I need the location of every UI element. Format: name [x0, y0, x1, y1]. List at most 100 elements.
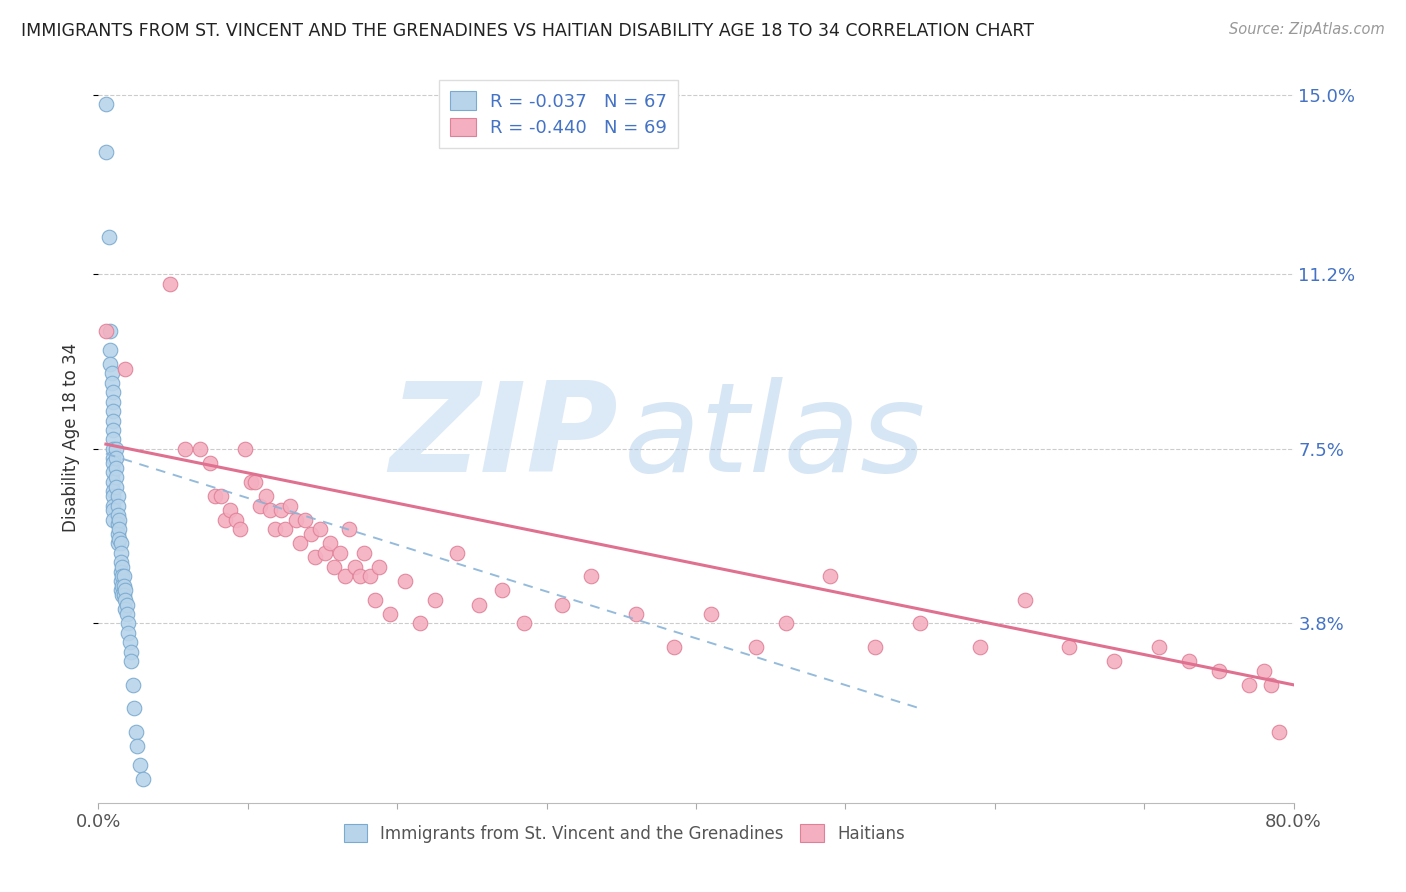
Point: [581, 569, 603, 583]
Point: [117, 616, 139, 631]
Point: [107, 526, 129, 541]
Point: [820, 569, 842, 583]
Point: [245, 475, 267, 489]
Text: Source: ZipAtlas.com: Source: ZipAtlas.com: [1229, 22, 1385, 37]
Point: [103, 451, 125, 466]
Point: [259, 503, 281, 517]
Point: [423, 593, 446, 607]
Point: [378, 607, 401, 621]
Point: [344, 559, 367, 574]
Point: [98, 343, 122, 357]
Point: [315, 546, 337, 560]
Point: [105, 480, 128, 494]
Point: [468, 598, 491, 612]
Point: [865, 640, 887, 654]
Point: [94, 145, 117, 159]
Point: [103, 385, 125, 400]
Point: [121, 678, 143, 692]
Point: [103, 394, 125, 409]
Point: [105, 442, 128, 456]
Point: [115, 607, 138, 621]
Point: [132, 772, 155, 787]
Point: [103, 484, 125, 499]
Point: [107, 499, 129, 513]
Point: [284, 513, 307, 527]
Point: [446, 546, 468, 560]
Point: [111, 569, 134, 583]
Point: [107, 508, 129, 522]
Point: [98, 357, 122, 371]
Point: [969, 640, 991, 654]
Point: [94, 324, 117, 338]
Point: [1178, 654, 1201, 668]
Point: [394, 574, 416, 588]
Point: [103, 404, 125, 418]
Point: [159, 277, 181, 291]
Point: [229, 522, 252, 536]
Point: [110, 536, 132, 550]
Point: [111, 579, 134, 593]
Point: [107, 517, 129, 532]
Point: [491, 583, 513, 598]
Text: atlas: atlas: [624, 376, 927, 498]
Point: [1237, 678, 1260, 692]
Point: [700, 607, 723, 621]
Point: [114, 593, 136, 607]
Point: [308, 522, 330, 536]
Point: [408, 616, 430, 631]
Point: [1208, 664, 1230, 678]
Point: [120, 654, 142, 668]
Point: [110, 574, 132, 588]
Point: [662, 640, 685, 654]
Point: [105, 451, 128, 466]
Point: [745, 640, 768, 654]
Point: [103, 499, 125, 513]
Point: [274, 522, 297, 536]
Point: [111, 559, 134, 574]
Point: [110, 555, 132, 569]
Point: [110, 565, 132, 579]
Point: [107, 489, 129, 503]
Text: ZIP: ZIP: [389, 376, 619, 498]
Point: [117, 626, 139, 640]
Point: [107, 536, 129, 550]
Point: [1253, 664, 1275, 678]
Point: [319, 536, 342, 550]
Point: [304, 550, 326, 565]
Point: [103, 423, 125, 437]
Point: [1059, 640, 1081, 654]
Point: [112, 588, 135, 602]
Y-axis label: Disability Age 18 to 34: Disability Age 18 to 34: [62, 343, 80, 532]
Point: [112, 569, 135, 583]
Point: [103, 413, 125, 427]
Text: IMMIGRANTS FROM ST. VINCENT AND THE GRENADINES VS HAITIAN DISABILITY AGE 18 TO 3: IMMIGRANTS FROM ST. VINCENT AND THE GREN…: [21, 22, 1033, 40]
Point: [114, 361, 136, 376]
Point: [105, 470, 128, 484]
Point: [249, 499, 271, 513]
Point: [108, 522, 131, 536]
Point: [239, 475, 262, 489]
Point: [1147, 640, 1170, 654]
Point: [125, 725, 148, 739]
Point: [129, 758, 152, 772]
Point: [103, 503, 125, 517]
Point: [209, 489, 232, 503]
Point: [103, 442, 125, 456]
Point: [294, 513, 316, 527]
Point: [115, 598, 138, 612]
Point: [359, 569, 381, 583]
Point: [111, 588, 134, 602]
Point: [101, 376, 124, 390]
Point: [214, 513, 236, 527]
Point: [204, 489, 226, 503]
Point: [1104, 654, 1126, 668]
Point: [108, 513, 131, 527]
Point: [323, 559, 346, 574]
Point: [174, 442, 197, 456]
Point: [112, 579, 135, 593]
Point: [263, 522, 285, 536]
Point: [1260, 678, 1282, 692]
Point: [219, 503, 242, 517]
Point: [114, 602, 136, 616]
Point: [1267, 725, 1289, 739]
